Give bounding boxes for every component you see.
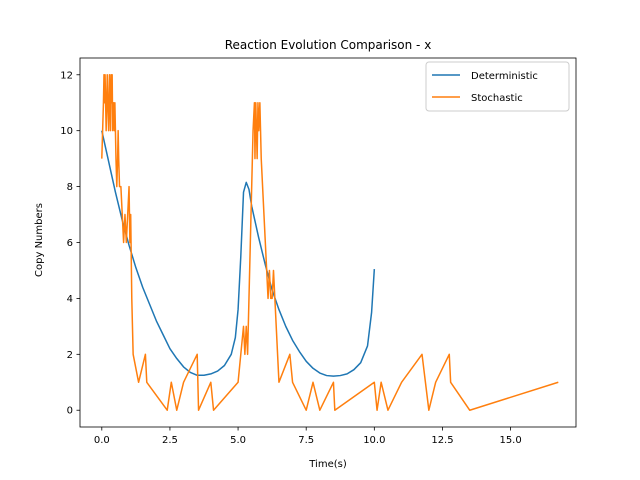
axes: 0.0 2.5 5.0 7.5 10.0 12.5 15.0 0 2 4 6 8 10 12: [60, 57, 577, 446]
plot-area: [101, 74, 559, 411]
x-tick-label: 12.5: [431, 435, 453, 446]
y-tick-label: 6: [67, 238, 73, 249]
x-tick-label: 5.0: [230, 435, 246, 446]
x-tick-label: 10.0: [363, 435, 385, 446]
legend-label-stochastic: Stochastic: [471, 93, 523, 104]
x-tick-label: 7.5: [298, 435, 314, 446]
y-tick-label: 4: [67, 294, 73, 305]
x-tick-label: 2.5: [162, 435, 178, 446]
y-tick-label: 10: [60, 126, 73, 137]
x-axis-label: Time(s): [308, 459, 347, 470]
y-axis-label: Copy Numbers: [34, 203, 45, 277]
y-tick-label: 12: [60, 70, 73, 81]
chart-title: Reaction Evolution Comparison - x: [225, 38, 432, 52]
legend-frame: [425, 61, 570, 112]
y-tick-label: 8: [67, 182, 73, 193]
x-tick-label: 15.0: [499, 435, 521, 446]
series-line-stochastic: [101, 74, 559, 411]
x-tick-label: 0.0: [94, 435, 110, 446]
legend: Deterministic Stochastic: [425, 61, 570, 112]
y-tick-label: 2: [67, 350, 73, 361]
y-tick-label: 0: [67, 406, 73, 417]
legend-label-deterministic: Deterministic: [471, 71, 538, 82]
series-line-deterministic: [101, 130, 376, 377]
